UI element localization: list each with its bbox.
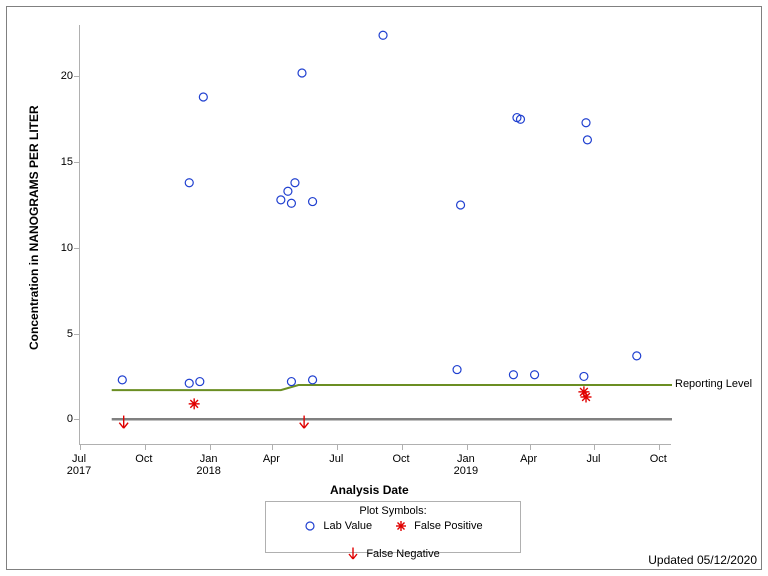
- x-axis-title: Analysis Date: [330, 483, 409, 497]
- y-tick-label: 5: [63, 328, 73, 340]
- lab-value-marker: [118, 376, 126, 384]
- lab-value-marker: [583, 136, 591, 144]
- legend-item-lab-value: Lab Value: [303, 519, 372, 533]
- lab-value-marker: [196, 378, 204, 386]
- chart-frame: Concentration in NANOGRAMS PER LITER Ana…: [6, 6, 762, 570]
- reporting-level-line: [112, 385, 672, 390]
- lab-value-marker: [185, 379, 193, 387]
- x-tick-label: Apr: [520, 453, 537, 465]
- false-negative-marker: [119, 416, 128, 429]
- lab-value-marker: [453, 366, 461, 374]
- legend-item-false-positive: False Positive: [394, 519, 482, 533]
- legend-label: False Negative: [366, 548, 439, 560]
- false-positive-marker: [396, 521, 406, 531]
- lab-value-marker: [582, 119, 590, 127]
- lab-value-marker: [457, 201, 465, 209]
- lab-value-marker: [287, 199, 295, 207]
- x-tick-label: Jan2018: [196, 453, 220, 477]
- lab-value-marker: [199, 93, 207, 101]
- false-negative-marker: [300, 416, 309, 429]
- lab-value-marker: [306, 522, 314, 530]
- asterisk-icon: [394, 519, 408, 533]
- lab-value-marker: [185, 179, 193, 187]
- lab-value-marker: [309, 198, 317, 206]
- reporting-level-label: Reporting Level: [675, 378, 752, 390]
- lab-value-marker: [298, 69, 306, 77]
- legend-label: Lab Value: [323, 520, 372, 532]
- plot-svg: [80, 25, 672, 445]
- y-tick-label: 15: [57, 156, 73, 168]
- y-tick-label: 10: [57, 242, 73, 254]
- lab-value-marker: [291, 179, 299, 187]
- lab-value-marker: [633, 352, 641, 360]
- footnote: Updated 05/12/2020: [648, 553, 757, 567]
- x-tick-label: Jul2017: [67, 453, 91, 477]
- y-tick-label: 20: [57, 70, 73, 82]
- lab-value-marker: [287, 378, 295, 386]
- legend: Plot Symbols: Lab ValueFalse PositiveFal…: [265, 501, 521, 553]
- legend-item-false-negative: False Negative: [346, 547, 439, 561]
- x-tick-label: Jul: [329, 453, 343, 465]
- x-tick-label: Oct: [135, 453, 152, 465]
- x-tick-label: Jul: [586, 453, 600, 465]
- false-positive-marker: [189, 398, 200, 409]
- legend-label: False Positive: [414, 520, 482, 532]
- false-positive-marker: [581, 392, 592, 403]
- lab-value-marker: [509, 371, 517, 379]
- lab-value-marker: [531, 371, 539, 379]
- down-arrow-icon: [346, 547, 360, 561]
- x-tick-label: Apr: [263, 453, 280, 465]
- x-tick-label: Oct: [393, 453, 410, 465]
- y-tick-label: 0: [63, 413, 73, 425]
- false-negative-marker: [349, 548, 357, 560]
- lab-value-marker: [277, 196, 285, 204]
- x-tick-label: Jan2019: [454, 453, 478, 477]
- legend-title: Plot Symbols:: [266, 502, 520, 517]
- plot-area: [79, 25, 671, 445]
- lab-value-marker: [309, 376, 317, 384]
- lab-value-marker: [284, 187, 292, 195]
- legend-items: Lab Value False Positive False Negative: [266, 517, 520, 567]
- circle-open-icon: [303, 519, 317, 533]
- x-tick-label: Oct: [650, 453, 667, 465]
- lab-value-marker: [580, 372, 588, 380]
- lab-value-marker: [379, 31, 387, 39]
- y-axis-title: Concentration in NANOGRAMS PER LITER: [27, 106, 41, 351]
